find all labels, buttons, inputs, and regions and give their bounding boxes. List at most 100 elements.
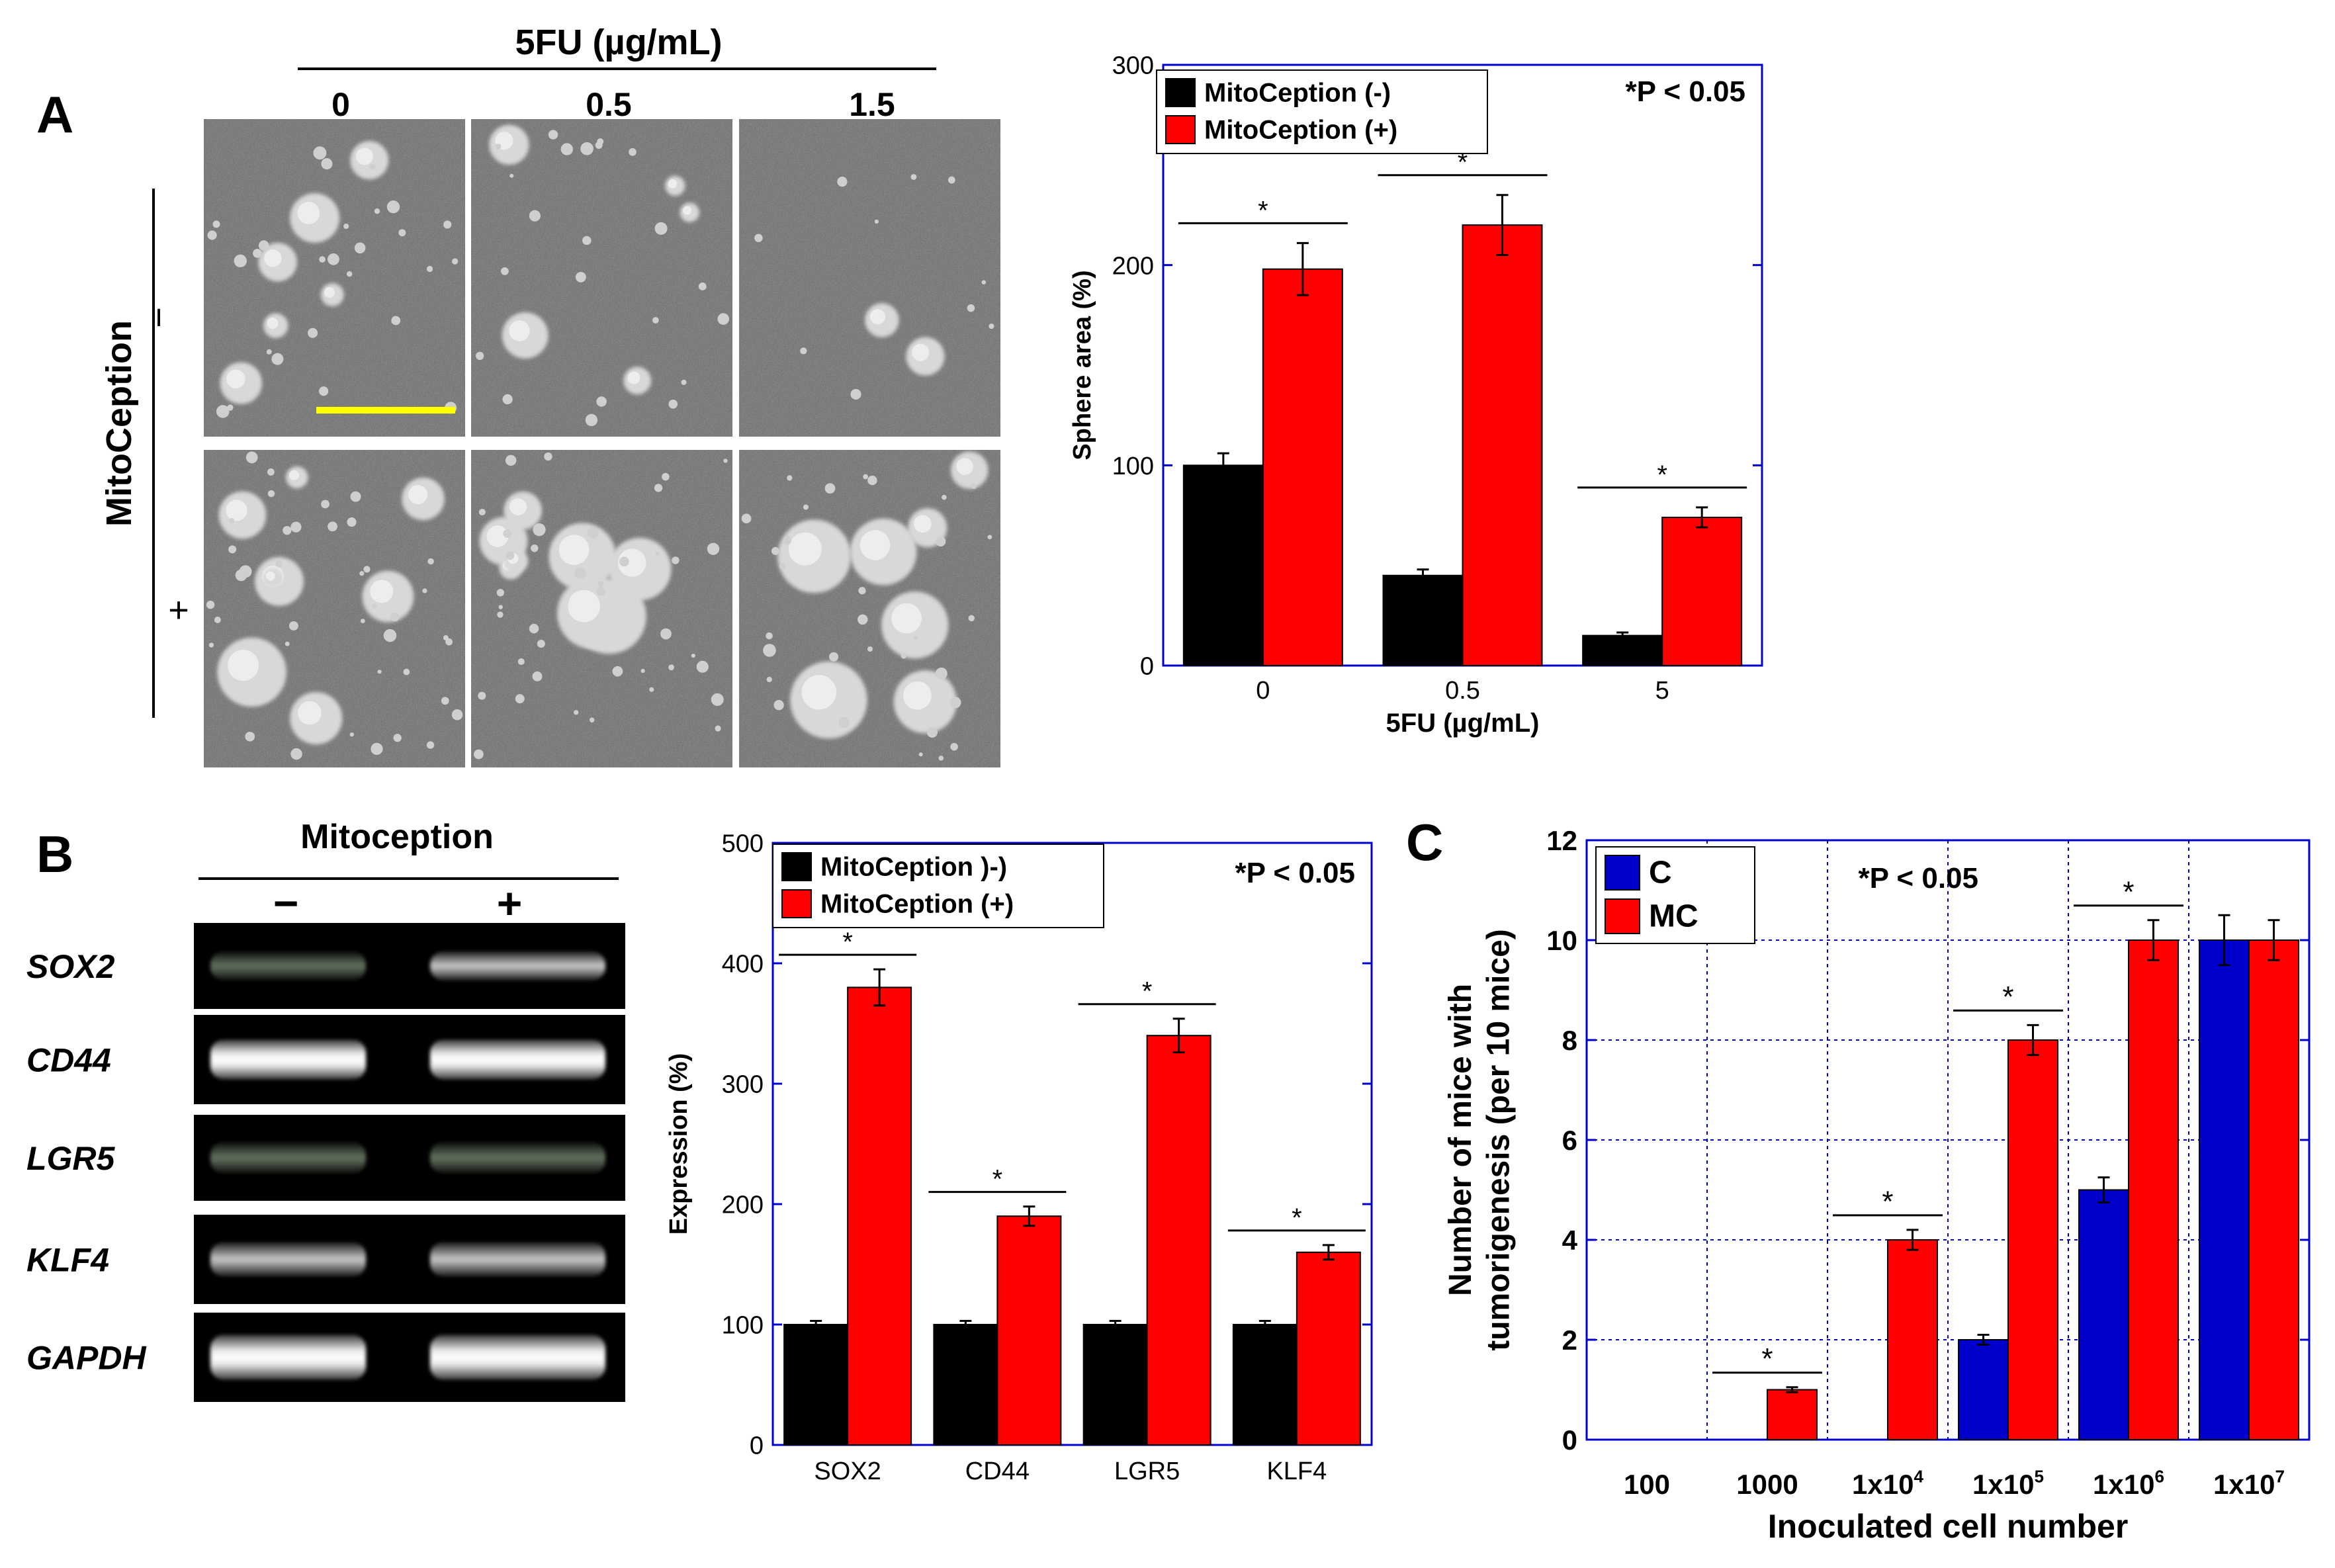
single-cell (515, 694, 525, 704)
significance-star: * (992, 1165, 1003, 1194)
single-cell (403, 668, 410, 675)
y-tick-label: 12 (1546, 825, 1577, 856)
panel-b-header: Mitoception (300, 818, 494, 856)
single-cell (596, 586, 606, 596)
significance-star: * (1882, 1186, 1893, 1218)
single-cell (245, 731, 255, 742)
gel-band (210, 1142, 366, 1174)
single-cell (918, 752, 923, 757)
single-cell (668, 399, 678, 409)
single-cell (560, 143, 573, 155)
single-cell (660, 628, 672, 640)
single-cell (239, 565, 252, 578)
single-cell (596, 396, 607, 407)
micrograph-tile (204, 119, 465, 437)
single-cell (283, 525, 292, 535)
y-axis-title: Expression (%) (665, 1053, 693, 1235)
x-tick-label: 1x105 (1972, 1466, 2044, 1500)
legend-swatch (1605, 898, 1640, 934)
gel-band (210, 1242, 366, 1277)
bar (2007, 1039, 2058, 1440)
legend-box (1156, 69, 1488, 154)
sphere-highlight (788, 532, 822, 566)
single-cell (858, 614, 868, 625)
significance-star: * (1292, 1203, 1302, 1233)
y-tick-label: 300 (722, 1071, 764, 1099)
single-cell (445, 638, 453, 646)
single-cell (612, 666, 623, 677)
legend-label: C (1649, 855, 1672, 891)
single-cell (386, 200, 400, 214)
single-cell (537, 639, 545, 648)
single-cell (212, 220, 220, 228)
single-cell (741, 513, 752, 524)
single-cell (696, 660, 709, 673)
legend-swatch (781, 852, 812, 881)
single-cell (580, 142, 594, 155)
micrograph-grid (204, 119, 1000, 767)
single-cell (803, 504, 809, 510)
single-cell (548, 130, 558, 140)
single-cell (441, 697, 449, 705)
single-cell (391, 316, 401, 326)
single-cell (987, 535, 992, 540)
bar (1082, 1324, 1148, 1446)
single-cell (443, 220, 452, 229)
single-cell (652, 317, 659, 324)
y-tick-label: 4 (1562, 1225, 1578, 1256)
gel-lanes: SOX2 CD44 LGR5 KLF4 GAPDH (26, 923, 625, 1402)
single-cell (271, 353, 284, 365)
single-cell (328, 253, 339, 265)
gel-band (430, 1142, 605, 1174)
single-cell (587, 527, 599, 539)
single-cell (672, 556, 680, 564)
x-axis-title: 5FU (µg/mL) (1386, 709, 1540, 738)
sphere-highlight (891, 603, 922, 634)
significance-star: * (1258, 196, 1268, 225)
sphere-highlight (226, 369, 245, 389)
significance-star: * (2123, 876, 2134, 908)
sphere-highlight (297, 202, 320, 224)
bar (2128, 939, 2179, 1440)
single-cell (374, 208, 380, 214)
sphere-highlight (618, 548, 646, 577)
single-cell (589, 717, 595, 722)
single-cell (377, 670, 382, 674)
single-cell (343, 223, 349, 230)
micrograph-tile (739, 119, 1000, 437)
single-cell (901, 652, 907, 659)
bar (996, 1215, 1062, 1446)
single-cell (691, 653, 695, 658)
single-cell (267, 490, 275, 498)
bar (2199, 939, 2250, 1440)
micrograph-tile (471, 119, 732, 437)
significance-star: * (1458, 148, 1468, 177)
single-cell (228, 545, 237, 554)
y-tick-label: 0 (750, 1432, 764, 1460)
single-cell (771, 546, 779, 555)
single-cell (500, 267, 509, 275)
bar (1232, 1324, 1298, 1446)
gene-label: SOX2 (26, 948, 115, 985)
x-tick-label: 0 (1256, 677, 1270, 705)
sphere-highlight (903, 681, 932, 710)
single-cell (533, 523, 546, 537)
y-axis-title: Sphere area (%) (1069, 270, 1096, 460)
single-cell (267, 468, 275, 476)
single-cell (285, 641, 290, 646)
single-cell (422, 588, 427, 593)
single-cell (502, 394, 513, 405)
p-value-annotation: *P < 0.05 (1626, 75, 1745, 108)
single-cell (595, 141, 603, 149)
single-cell (321, 157, 333, 170)
x-tick-label: 5 (1655, 677, 1669, 705)
y-axis-title: Number of mice withtumorigenesis (per 10… (1443, 929, 1517, 1351)
single-cell (346, 271, 353, 277)
single-cell (942, 494, 947, 500)
significance-star: * (2002, 980, 2013, 1013)
single-cell (350, 491, 361, 502)
single-cell (495, 144, 502, 150)
single-cell (858, 587, 866, 595)
single-cell (655, 551, 660, 556)
single-cell (754, 234, 763, 243)
